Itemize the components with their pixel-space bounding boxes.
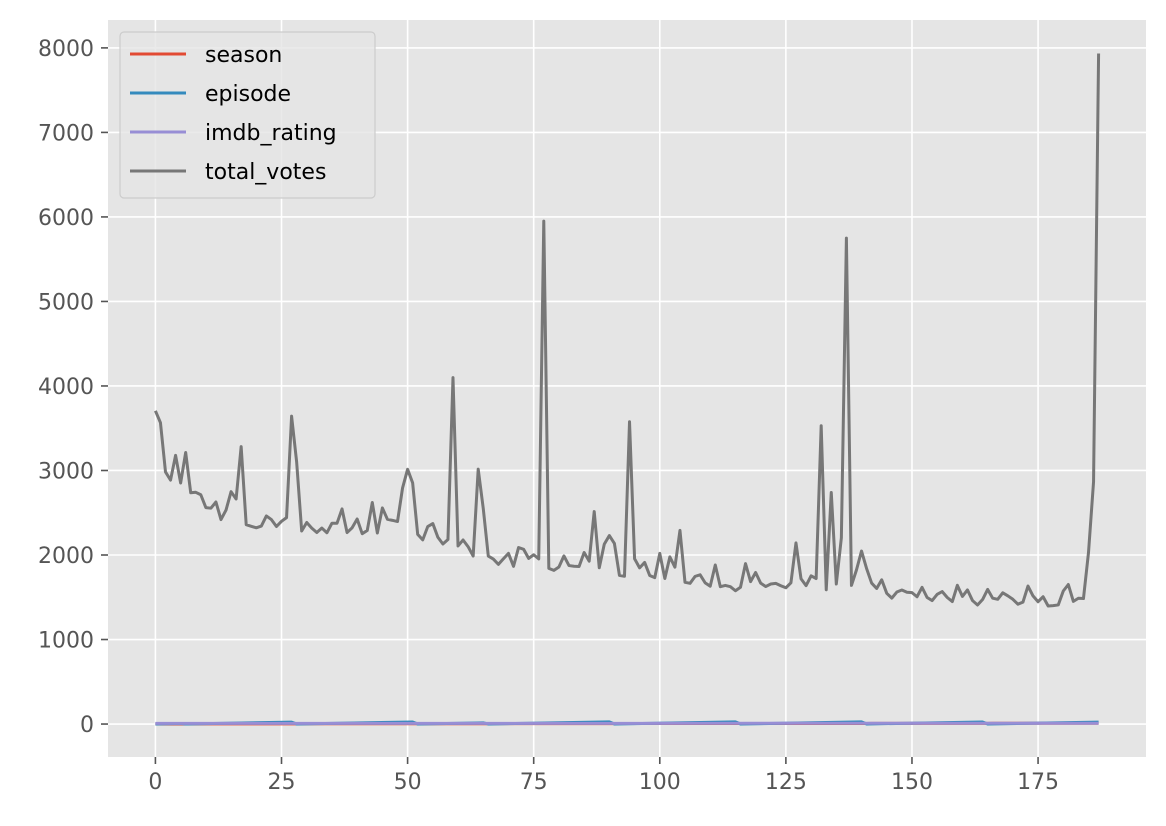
- x-tick-label: 150: [891, 770, 933, 795]
- x-tick-label: 175: [1017, 770, 1059, 795]
- y-tick-label: 7000: [38, 121, 94, 146]
- y-tick-label: 0: [80, 713, 94, 738]
- legend-label: season: [205, 43, 282, 68]
- legend: season episode imdb_rating total_votes: [120, 32, 375, 198]
- legend-label: total_votes: [205, 160, 326, 185]
- y-tick-label: 1000: [38, 629, 94, 654]
- y-tick-label: 5000: [38, 290, 94, 315]
- legend-label: episode: [205, 82, 291, 107]
- y-tick-label: 2000: [38, 544, 94, 569]
- x-tick-label: 50: [394, 770, 422, 795]
- x-tick-label: 75: [520, 770, 548, 795]
- x-tick-label: 0: [148, 770, 162, 795]
- x-tick-label: 25: [268, 770, 296, 795]
- legend-label: imdb_rating: [205, 121, 337, 146]
- y-tick-label: 4000: [38, 375, 94, 400]
- y-tick-label: 3000: [38, 459, 94, 484]
- y-tick-label: 6000: [38, 206, 94, 231]
- x-tick-label: 125: [765, 770, 807, 795]
- y-tick-label: 8000: [38, 37, 94, 62]
- x-tick-label: 100: [639, 770, 681, 795]
